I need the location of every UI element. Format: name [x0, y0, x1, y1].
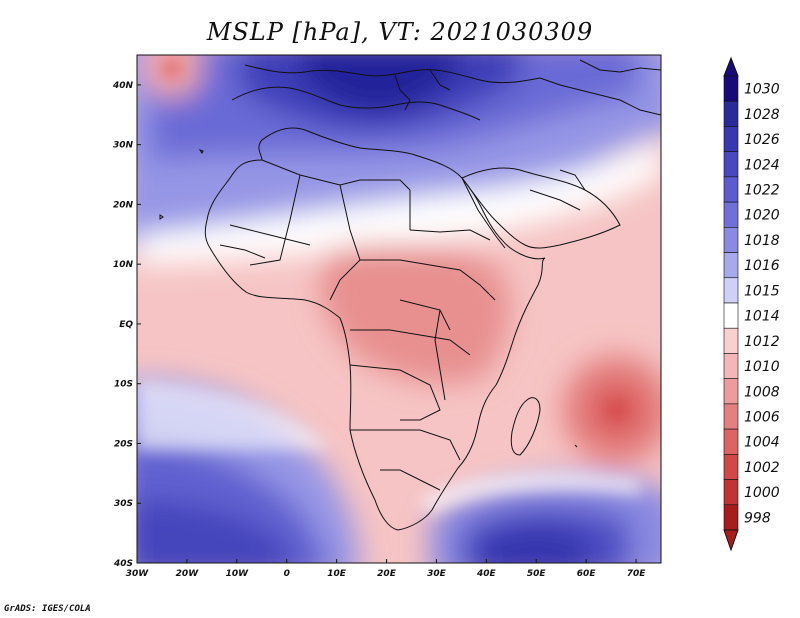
lat-tick-label: 30N: [113, 141, 134, 151]
colorbar-swatch: [723, 353, 739, 379]
colorbar-level-label: 1024: [744, 157, 780, 173]
colorbar-level-label: 1015: [744, 283, 780, 299]
colorbar-swatch: [723, 504, 739, 531]
map-frame: [136, 54, 662, 564]
lon-tick-label: 70E: [627, 569, 647, 579]
colorbar-level-label: 1006: [744, 410, 780, 426]
colorbar-level-label: 1022: [744, 183, 780, 199]
colorbar-level-label: 1008: [744, 384, 780, 400]
colorbar-level-label: 1014: [744, 309, 780, 325]
colorbar-swatch: [723, 151, 739, 178]
colorbar-level-label: 998: [744, 510, 771, 526]
map-title: MSLP [hPa], VT: 2021030309: [206, 18, 594, 46]
lat-tick-label: 10N: [113, 260, 134, 270]
lat-tick-label: 20S: [114, 439, 133, 449]
longitude-axis: 30W 20W 10W 0 10E 20E 30E 40E 50E 60E 70E: [126, 559, 646, 579]
pressure-field: [137, 55, 661, 563]
lon-tick-label: 20W: [176, 569, 200, 579]
colorbar-level-label: 1004: [744, 435, 780, 451]
colorbar-swatch: [723, 75, 739, 102]
colorbar-legend: 1030 1028 1026 1024 1022 1020 1018 1016 1015 1014…: [723, 56, 780, 552]
colorbar-swatch: [723, 252, 739, 279]
coastlines: [159, 59, 661, 531]
colorbar-swatch: [723, 479, 739, 506]
colorbar-swatch: [723, 428, 739, 455]
lon-tick-label: 10E: [327, 569, 347, 579]
colorbar-level-label: 1026: [744, 132, 780, 148]
colorbar-swatch: [723, 378, 739, 405]
colorbar-level-label: 1016: [744, 258, 780, 274]
lon-tick-label: 10W: [226, 569, 250, 579]
lon-tick-label: 20E: [377, 569, 397, 579]
colorbar-swatch: [723, 126, 739, 152]
lon-tick-label: 40E: [476, 569, 497, 579]
colorbar-level-label: 1030: [744, 82, 780, 98]
colorbar-swatch: [723, 403, 739, 430]
colorbar-swatch: [723, 100, 739, 127]
credit-text: GrADS: IGES/COLA: [4, 604, 91, 614]
lat-tick-label: 40N: [112, 81, 134, 91]
lon-tick-label: 60E: [577, 569, 597, 579]
lat-tick-label: 40S: [113, 559, 133, 569]
lat-tick-label: EQ: [119, 320, 133, 330]
lat-tick-label: 30S: [114, 499, 133, 509]
colorbar-swatch: [723, 327, 739, 354]
lat-tick-label: 20N: [113, 200, 134, 210]
colorbar-min-arrow: [723, 529, 739, 552]
lon-tick-label: 50E: [527, 569, 547, 579]
colorbar-level-label: 1020: [744, 208, 780, 224]
colorbar-swatch: [723, 227, 739, 253]
lat-tick-label: 10S: [114, 380, 133, 390]
colorbar-swatch: [723, 201, 739, 228]
colorbar-level-label: 1028: [744, 107, 780, 123]
lon-tick-label: 0: [284, 569, 290, 579]
colorbar-swatch: [723, 176, 739, 203]
colorbar-level-label: 1002: [744, 460, 780, 476]
colorbar-max-arrow: [723, 56, 739, 77]
lon-tick-label: 30E: [427, 569, 447, 579]
colorbar-swatch: [723, 454, 739, 480]
colorbar-level-label: 1018: [744, 233, 780, 249]
colorbar-level-label: 1000: [744, 485, 780, 501]
lon-tick-label: 30W: [126, 569, 150, 579]
colorbar-swatch: [723, 277, 739, 304]
colorbar-swatch: [723, 302, 739, 329]
colorbar-level-label: 1012: [744, 334, 780, 350]
colorbar-level-label: 1010: [744, 359, 780, 375]
latitude-axis: 40N 30N 20N 10N EQ 10S 20S 30S 40S: [112, 81, 141, 569]
